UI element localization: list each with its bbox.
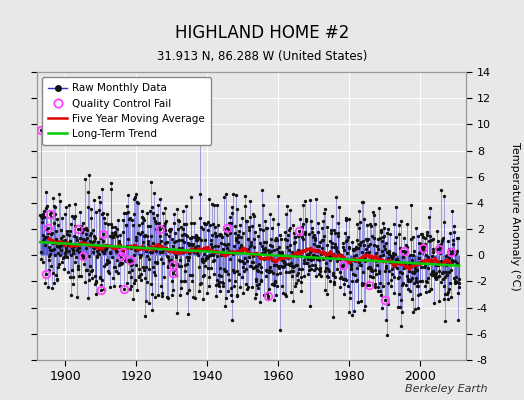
Legend: Raw Monthly Data, Quality Control Fail, Five Year Moving Average, Long-Term Tren: Raw Monthly Data, Quality Control Fail, … [42,77,211,145]
Text: Berkeley Earth: Berkeley Earth [405,384,487,394]
Y-axis label: Temperature Anomaly (°C): Temperature Anomaly (°C) [510,142,520,290]
Text: 31.913 N, 86.288 W (United States): 31.913 N, 86.288 W (United States) [157,50,367,63]
Text: HIGHLAND HOME #2: HIGHLAND HOME #2 [175,24,349,42]
